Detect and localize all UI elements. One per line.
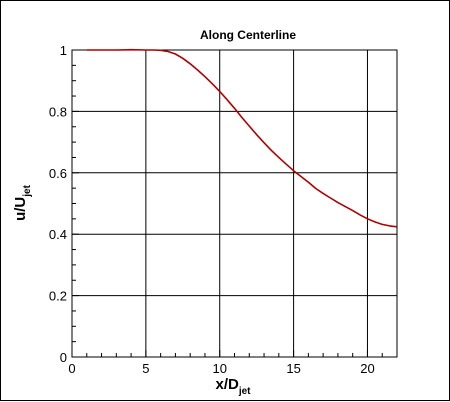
x-tick-label: 20 [360, 361, 374, 376]
x-tick-label: 10 [212, 361, 226, 376]
y-tick-label: 0.4 [49, 227, 67, 242]
axis-ticks [71, 49, 398, 358]
x-tick-label: 15 [286, 361, 300, 376]
plot-area [71, 49, 398, 358]
x-axis-label-sub: jet [238, 386, 251, 397]
y-tick-label: 0 [60, 350, 67, 365]
y-axis-label-sub: jet [22, 184, 33, 197]
chart-title: Along Centerline [200, 28, 296, 42]
y-axis-label: u/Ujet [12, 184, 33, 221]
y-tick-label: 0.2 [49, 289, 67, 304]
tick-labels: 0 5 10 15 20 0 0.2 0.4 0.6 0.8 1 [49, 43, 375, 376]
y-tick-label: 0.6 [49, 166, 67, 181]
series-layer [86, 48, 398, 228]
y-tick-label: 0.8 [49, 104, 67, 119]
y-tick-label: 1 [60, 43, 67, 58]
x-tick-label: 5 [142, 361, 149, 376]
x-axis-label: x/Djet [215, 376, 251, 397]
series-line [86, 48, 398, 228]
x-axis-label-main: x/D [215, 376, 239, 393]
y-axis-label-main: u/U [12, 197, 29, 221]
x-tick-label: 0 [68, 361, 75, 376]
grid-lines [71, 49, 397, 358]
